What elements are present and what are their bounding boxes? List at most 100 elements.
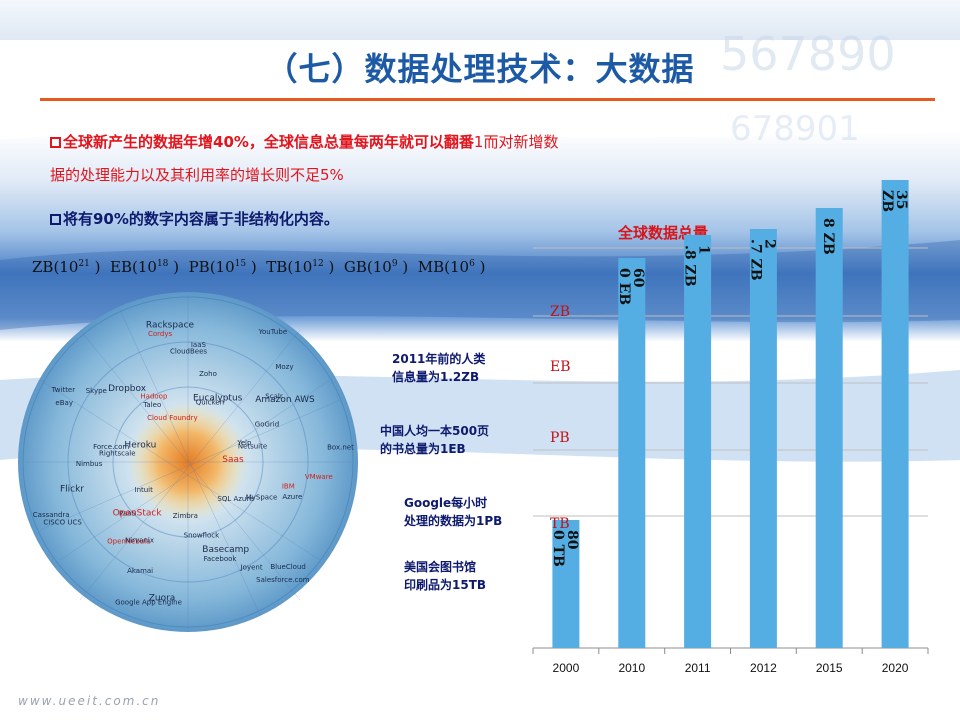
bar-value-label: 1.8 ZB: [682, 245, 712, 287]
cloud-word: CloudBees: [170, 347, 207, 355]
cloud-word: OpenStack: [113, 508, 163, 518]
cloud-word: Cassandra: [33, 511, 70, 519]
cloud-word: Skype: [86, 387, 107, 395]
cloud-word: Google App Engine: [115, 598, 182, 606]
cloud-word: Hadoop: [140, 392, 168, 400]
x-tick-label: 2000: [553, 661, 580, 675]
cloud-word: GoGrid: [255, 421, 279, 429]
bar-value-text: 2: [761, 239, 777, 249]
bar-value-text: 0 EB: [616, 268, 632, 305]
cloud-word: Twitter: [51, 386, 76, 394]
y-band-label-tb: TB: [550, 516, 570, 532]
bar-value-text: 1: [696, 245, 712, 255]
bullet-2: 将有90%的数字内容属于非结构化内容。: [50, 208, 339, 229]
cloud-word: Heroku: [124, 440, 156, 450]
cloud-word: PaaS: [119, 510, 136, 518]
cloud-word: Yelp: [236, 439, 252, 447]
annotation-3: Google每小时 处理的数据为1PB: [404, 496, 503, 528]
cloud-word: MySpace: [246, 494, 278, 502]
cloud-word: Nimbus: [76, 460, 103, 468]
slide-title: （七）数据处理技术：大数据: [265, 50, 695, 88]
cloud-word: Quicken: [196, 399, 224, 407]
bullet-2-text: 将有90%的数字内容属于非结构化内容。: [63, 210, 339, 228]
cloud-word: Scalr: [265, 393, 283, 401]
annotation-4: 美国会图书馆 印刷品为15TB: [404, 560, 487, 592]
unit-eb: EB(1018 ): [110, 258, 180, 276]
x-tick-label: 2011: [685, 661, 711, 675]
bar-value-text: 80: [564, 530, 580, 550]
cloud-word: Taleo: [142, 401, 161, 409]
cloud-word: Nirvanix: [125, 536, 154, 544]
x-tick-label: 2010: [618, 661, 645, 675]
cloud-word: Force.com: [93, 443, 129, 451]
svg-text:678901: 678901: [730, 109, 860, 149]
bar-2012: [749, 229, 777, 648]
bar-value-text: 0 TB: [550, 530, 566, 567]
cloud-word: Amazon AWS: [255, 395, 315, 405]
cloud-word: eBay: [55, 399, 73, 407]
unit-tb: TB(1012 ): [266, 258, 335, 276]
svg-text:567890: 567890: [720, 27, 896, 81]
cloud-word: Intuit: [135, 486, 154, 494]
cloud-word: Azure: [282, 493, 302, 501]
cloud-word: BlueCloud: [270, 563, 306, 571]
cloud-word: Zuora: [149, 593, 176, 603]
cloud-word: Cloud Foundry: [147, 414, 198, 422]
bar-value-text: ZB: [879, 190, 895, 212]
bar-value-label: 600 EB: [616, 268, 646, 305]
cloud-word: IBM: [282, 483, 295, 491]
bar-value-label: 800 TB: [550, 530, 580, 567]
cloud-word: Box.net: [327, 444, 354, 452]
annotation-1: 2011年前的人类 信息量为1.2ZB: [392, 352, 486, 384]
cloud-word: YouTube: [258, 328, 287, 336]
cloud-word: Eucalyptus: [193, 394, 243, 404]
cloud-word: Mozy: [275, 363, 293, 371]
cloud-word: IaaS: [191, 341, 207, 349]
annotation-2: 中国人均一本500页 的书总量为1EB: [380, 424, 490, 456]
bar-value-text: 60: [630, 268, 646, 288]
cloud-word: Salesforce.com: [256, 576, 310, 584]
bullet-1-text: 全球新产生的数据年增40%，全球信息总量每两年就可以翻番: [63, 133, 474, 151]
bar-2015: [815, 208, 843, 648]
bar-2010: [618, 258, 646, 648]
bar-value-label: 8 ZB: [820, 218, 836, 255]
units-row: ZB(1021 ) EB(1018 ) PB(1015 ) TB(1012 ) …: [32, 258, 485, 276]
bar-value-text: 35: [893, 190, 909, 209]
bullet-1: 全球新产生的数据年增40%，全球信息总量每两年就可以翻番1而对新增数: [50, 131, 558, 152]
cloud-word: Snowflock: [184, 532, 220, 540]
x-tick-label: 2015: [816, 661, 843, 675]
unit-pb: PB(1015 ): [188, 258, 257, 276]
cloud-word: Akamai: [127, 567, 153, 575]
bar-value-label: 2.7 ZB: [747, 239, 777, 281]
unit-mb: MB(106 ): [417, 258, 486, 276]
y-band-label-eb: EB: [550, 359, 571, 375]
bar-2020: [881, 180, 909, 648]
unit-gb: GB(109 ): [343, 258, 409, 276]
watermark: www.ueeit.com.cn: [18, 694, 161, 708]
bar-value-text: 8 ZB: [820, 218, 836, 255]
bullet-box-icon: [50, 137, 61, 148]
cloud-word: CISCO UCS: [43, 518, 82, 526]
y-band-label-zb: ZB: [550, 304, 570, 320]
cloud-word: Facebook: [204, 555, 238, 563]
bullet-1-line2: 据的处理能力以及其利用率的增长则不足5%: [50, 166, 344, 184]
cloud-word: Zimbra: [173, 512, 198, 520]
cloud-word: Rackspace: [146, 320, 195, 330]
cloud-word: Flickr: [60, 485, 84, 495]
unit-zb: ZB(1021 ): [32, 258, 101, 276]
bar-2011: [684, 235, 712, 648]
bullet-1-tail: 1而对新增数: [473, 133, 559, 151]
cloud-word: Zoho: [199, 370, 217, 378]
title-divider: [40, 98, 935, 101]
bar-2000: [552, 520, 580, 648]
cloud-word: OpenNebula: [107, 538, 150, 546]
bullet-box-icon: [50, 214, 61, 225]
bar-value-text: .8 ZB: [682, 245, 698, 287]
cloud-word: VMware: [305, 473, 333, 481]
cloud-word: Cordys: [148, 330, 173, 338]
cloud-word: Basecamp: [202, 545, 249, 555]
x-tick-label: 2012: [750, 661, 777, 675]
cloud-word: Dropbox: [108, 384, 147, 394]
